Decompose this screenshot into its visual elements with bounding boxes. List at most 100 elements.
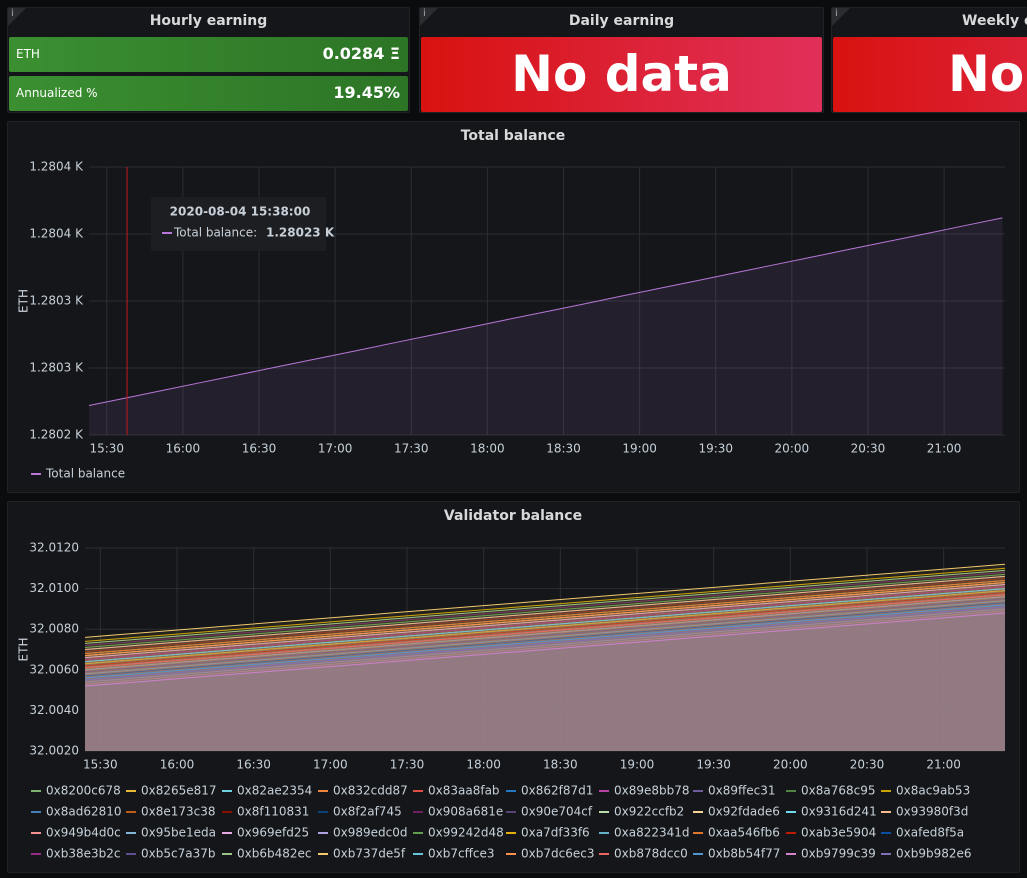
series-line xyxy=(84,594,1006,669)
y-tick-label: 32.0040 xyxy=(29,703,79,717)
stat-row: ETH 0.0284 Ξ xyxy=(9,37,408,72)
x-tick-label: 20:00 xyxy=(775,442,810,456)
series-area xyxy=(85,608,1005,751)
series-area xyxy=(85,606,1005,751)
legend-entry: 0xb7cffce3 xyxy=(428,847,494,861)
stat-value: 0.0284 Ξ xyxy=(322,44,400,63)
stat-panel: i Daily earning No data xyxy=(419,7,824,113)
series-line xyxy=(84,602,1006,677)
legend-entry: 0x89ffec31 xyxy=(708,784,776,798)
legend-entry: 0x99242d48 xyxy=(428,826,504,840)
series-area xyxy=(85,590,1005,751)
y-tick-label: 32.0060 xyxy=(29,662,79,676)
tooltip-time: 2020-08-04 15:38:00 xyxy=(170,205,311,219)
series-area xyxy=(85,596,1005,751)
series-line xyxy=(84,571,1006,646)
series-area xyxy=(85,564,1005,751)
series-area xyxy=(85,604,1005,751)
info-icon[interactable]: i xyxy=(832,8,850,26)
x-tick-label: 17:30 xyxy=(390,758,425,772)
series-area xyxy=(85,612,1005,751)
legend-entry: 0xb9b982e6 xyxy=(896,847,972,861)
series-area xyxy=(85,610,1005,751)
stat-panel: i Weekly earning No data xyxy=(831,7,1027,113)
series-line xyxy=(84,563,1006,638)
x-tick-label: 20:30 xyxy=(850,758,885,772)
stat-value: No data xyxy=(833,37,1027,112)
y-tick-label: 1.2802 K xyxy=(29,428,84,442)
chart-title: Validator balance xyxy=(444,508,582,524)
legend-entry: 0xa822341d xyxy=(614,826,690,840)
series-area xyxy=(85,598,1005,751)
x-tick-label: 15:30 xyxy=(83,758,118,772)
y-tick-label: 1.2804 K xyxy=(29,227,84,241)
series-area xyxy=(85,576,1005,751)
stat-label: ETH xyxy=(16,47,40,61)
y-tick-label: 1.2803 K xyxy=(29,361,84,375)
series-area xyxy=(85,594,1005,751)
x-tick-label: 17:00 xyxy=(318,442,353,456)
series-area xyxy=(85,604,1005,751)
legend-entry: 0x8f2af745 xyxy=(333,805,402,819)
x-tick-label: 17:30 xyxy=(394,442,429,456)
legend-entry: 0x862f87d1 xyxy=(521,784,593,798)
panel-title: Weekly earning xyxy=(962,13,1027,29)
y-axis-label: ETH xyxy=(17,289,31,313)
legend-entry: 0x908a681e xyxy=(428,805,503,819)
series-line xyxy=(84,596,1006,671)
legend-entry: 0x989edc0d xyxy=(333,826,408,840)
series-area xyxy=(85,586,1005,751)
series-line xyxy=(88,217,1003,407)
legend-entry: 0x92fdade6 xyxy=(708,805,780,819)
series-area xyxy=(89,217,1003,435)
legend-entry: 0x8265e817 xyxy=(141,784,217,798)
series-line xyxy=(84,584,1006,659)
legend-entry: 0x8ad62810 xyxy=(46,805,122,819)
series-line xyxy=(84,600,1006,675)
stat-label: Annualized % xyxy=(16,86,98,100)
x-tick-label: 18:30 xyxy=(543,758,578,772)
series-line xyxy=(84,575,1006,650)
legend-entry: Total balance xyxy=(45,467,125,481)
x-tick-label: 20:00 xyxy=(773,758,808,772)
info-icon[interactable]: i xyxy=(8,8,26,26)
graph-panel: Total balance ETH 1.2802 K 1.2803 K 1.2803 K… xyxy=(7,121,1020,493)
series-area xyxy=(85,600,1005,751)
y-tick-label: 1.2803 K xyxy=(29,294,84,308)
x-tick-label: 19:30 xyxy=(698,442,733,456)
series-line xyxy=(84,579,1006,655)
legend-entry: 0x8e173c38 xyxy=(141,805,216,819)
legend-entry: 0x83aa8fab xyxy=(428,784,500,798)
legend-entry: 0xb7dc6ec3 xyxy=(521,847,594,861)
series-area xyxy=(85,576,1005,751)
x-tick-label: 19:30 xyxy=(696,758,731,772)
series-line xyxy=(84,590,1006,665)
series-area xyxy=(85,596,1005,751)
x-tick-label: 18:30 xyxy=(546,442,581,456)
stat-value: No data xyxy=(421,37,822,112)
series-line xyxy=(84,586,1006,661)
x-tick-label: 20:30 xyxy=(851,442,886,456)
series-line xyxy=(84,612,1006,687)
legend-entry: 0x922ccfb2 xyxy=(614,805,684,819)
series-area xyxy=(85,594,1005,751)
legend-entry: 0xb878dcc0 xyxy=(614,847,688,861)
series-area xyxy=(85,612,1005,751)
legend-entry: 0x90e704cf xyxy=(521,805,593,819)
x-tick-label: 16:00 xyxy=(166,442,201,456)
series-area xyxy=(85,588,1005,751)
legend-entry: 0xaa546fb6 xyxy=(708,826,780,840)
y-tick-label: 32.0020 xyxy=(29,744,79,758)
x-tick-label: 16:00 xyxy=(160,758,195,772)
legend-entry: 0x95be1eda xyxy=(141,826,216,840)
panel-title: Hourly earning xyxy=(149,13,268,29)
stat-value: 19.45% xyxy=(333,83,400,102)
legend-entry: 0x82ae2354 xyxy=(237,784,312,798)
chart: Validator balance ETH 32.0020 32.0040 32.006… xyxy=(17,508,1006,861)
x-tick-label: 18:00 xyxy=(470,442,505,456)
info-icon[interactable]: i xyxy=(420,8,438,26)
x-tick-label: 19:00 xyxy=(622,442,657,456)
legend-entry: 0x89e8bb78 xyxy=(614,784,690,798)
x-tick-label: 15:30 xyxy=(89,442,124,456)
chart-title: Total balance xyxy=(461,128,566,144)
